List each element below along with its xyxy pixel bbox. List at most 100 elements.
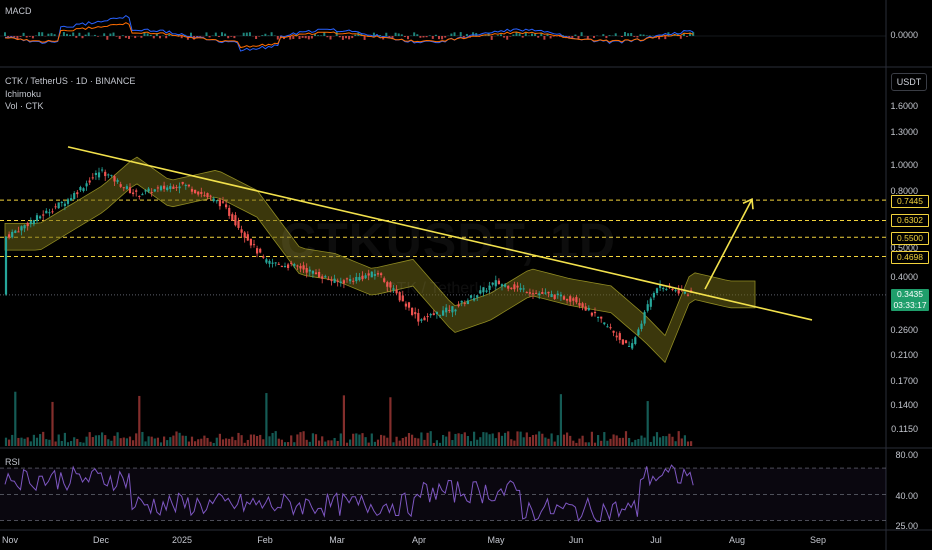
candle-body	[538, 293, 541, 296]
candle-body	[615, 335, 618, 338]
macd-histogram-bar	[233, 36, 236, 39]
macd-histogram-bar	[149, 34, 152, 36]
volume-bar	[141, 431, 144, 446]
volume-bar	[668, 433, 671, 446]
candle-body	[45, 210, 48, 214]
volume-bar	[646, 401, 649, 446]
macd-histogram-bar	[605, 36, 608, 39]
volume-bar	[665, 436, 668, 446]
macd-histogram-bar	[310, 36, 313, 39]
candle-body	[246, 234, 249, 241]
signal-line	[4, 22, 694, 49]
level-label: 0.4698	[891, 251, 929, 264]
candle-body	[500, 284, 504, 287]
volume-bar	[553, 441, 556, 446]
volume-bar	[48, 439, 51, 446]
volume-bar	[386, 437, 389, 446]
currency-button[interactable]: USDT	[891, 73, 927, 91]
macd-histogram-bar	[165, 36, 168, 39]
volume-bar	[169, 437, 172, 446]
candle-body	[287, 264, 290, 268]
candle-body	[494, 280, 497, 287]
candle-body	[60, 201, 63, 203]
candle-body	[463, 302, 466, 304]
symbol-title[interactable]: CTK / TetherUS · 1D · BINANCE	[5, 76, 136, 86]
macd-histogram-bar	[633, 36, 636, 37]
candle-body	[401, 295, 404, 302]
macd-histogram-bar	[558, 36, 561, 37]
volume-bar	[407, 433, 411, 446]
candle-body	[85, 183, 88, 187]
candle-body	[101, 169, 104, 171]
macd-histogram-bar	[270, 32, 273, 36]
volume-bar	[442, 434, 445, 446]
candle-body	[553, 294, 556, 299]
volume-bar	[296, 434, 299, 446]
volume-bar	[20, 437, 23, 446]
price-tick: 1.6000	[890, 101, 918, 111]
candle-body	[4, 236, 8, 295]
volume-bar	[593, 442, 597, 446]
volume-bar	[215, 437, 218, 446]
volume-bar	[54, 441, 57, 446]
volume-bar	[420, 432, 423, 446]
candle-body	[280, 266, 283, 268]
volume-bar	[634, 439, 637, 446]
candle-body	[572, 298, 575, 301]
price-tick: 0.8000	[890, 186, 918, 196]
volume-bar	[35, 437, 39, 446]
candle-body	[504, 284, 507, 287]
candle-body	[321, 276, 324, 279]
macd-histogram-bar	[121, 35, 124, 36]
candle-body	[203, 195, 206, 197]
macd-histogram-bar	[397, 33, 400, 36]
candle-body	[420, 319, 423, 321]
macd-histogram-bar	[593, 36, 595, 38]
volume-bar	[367, 442, 370, 446]
macd-histogram-bar	[289, 36, 292, 40]
macd-title[interactable]: MACD	[5, 6, 32, 16]
target-arrow-head	[742, 198, 754, 210]
level-label: 0.7445	[891, 195, 929, 208]
macd-histogram-bar	[534, 33, 537, 36]
candle-body	[29, 221, 32, 225]
price-tick: 1.3000	[890, 127, 918, 137]
indicator-ichimoku[interactable]: Ichimoku	[5, 89, 42, 99]
candle-body	[197, 191, 200, 195]
candle-body	[473, 298, 476, 301]
volume-bar	[383, 435, 386, 446]
volume-bar	[293, 442, 296, 446]
candle-body	[178, 186, 181, 189]
candle-body	[590, 312, 593, 316]
target-arrow-line	[704, 198, 753, 290]
candle-body	[63, 203, 66, 206]
macd-histogram-bar	[28, 36, 31, 37]
macd-histogram-bar	[503, 36, 506, 38]
macd-histogram-bar	[242, 32, 245, 36]
indicator-volume[interactable]: Vol · CTK	[5, 101, 44, 111]
volume-bar	[128, 436, 132, 446]
macd-histogram-bar	[459, 32, 462, 36]
rsi-title[interactable]: RSI	[5, 457, 21, 467]
volume-bar	[299, 432, 302, 446]
volume-bar	[411, 434, 414, 446]
volume-bar	[516, 431, 519, 446]
candle-body	[82, 188, 85, 192]
candle-body	[132, 192, 135, 195]
candle-body	[336, 280, 339, 282]
volume-bar	[482, 432, 485, 446]
macd-histogram-bar	[152, 36, 155, 39]
volume-bar	[150, 436, 153, 446]
volume-bar	[674, 441, 677, 446]
macd-histogram-bar	[552, 36, 555, 37]
macd-histogram-bar	[180, 36, 183, 39]
volume-bar	[507, 431, 510, 446]
candle-body	[163, 185, 166, 189]
volume-bar	[497, 432, 500, 446]
volume-bar	[110, 440, 113, 446]
volume-bar	[73, 437, 76, 446]
volume-bar	[606, 440, 609, 446]
volume-bar	[426, 432, 429, 446]
